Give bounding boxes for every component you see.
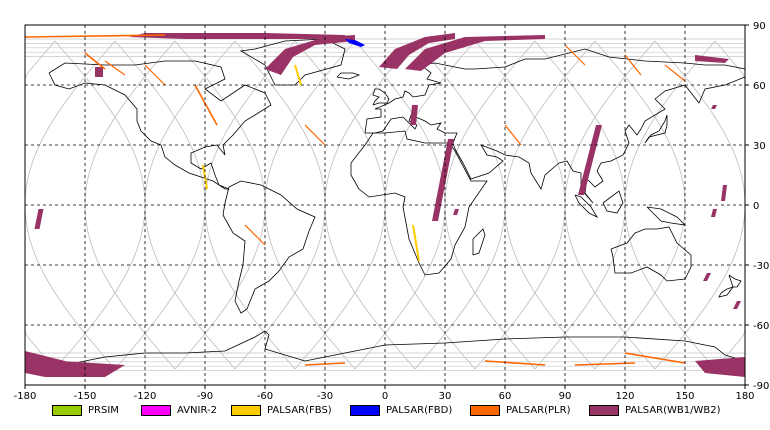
swath-wb: [695, 55, 729, 63]
coastline: [24, 330, 746, 366]
legend-item-palsar-fbs: PALSAR(FBS): [231, 403, 332, 417]
swath-plr: [624, 54, 642, 76]
legend-label: PALSAR(WB1/WB2): [625, 404, 721, 416]
y-tick-label: 0: [753, 201, 759, 212]
swath-fbs: [412, 224, 420, 262]
legend-swatch: [350, 404, 380, 416]
swath-fbs: [294, 64, 302, 86]
swath-wb: [453, 209, 459, 215]
swath-wb: [265, 35, 355, 75]
swath-plr: [624, 352, 686, 364]
coastline: [472, 228, 486, 256]
coastline: [364, 48, 746, 204]
swath-plr: [244, 224, 266, 246]
coastline: [644, 114, 668, 144]
legend-swatch: [141, 404, 171, 416]
swath-wb: [432, 139, 454, 221]
swath-wb: [711, 209, 717, 217]
legend-swatch: [231, 404, 261, 416]
y-tick-label: -90: [753, 381, 769, 392]
legend-swatch: [52, 404, 82, 416]
coastline: [350, 130, 488, 276]
x-tick-label: 180: [735, 391, 754, 400]
coastline: [610, 226, 692, 282]
legend-label: PRSIM: [88, 404, 119, 416]
coastline: [728, 274, 742, 288]
swath-wb: [721, 185, 727, 201]
legend-label: AVNIR-2: [177, 404, 217, 416]
legend-item-palsar-wb: PALSAR(WB1/WB2): [589, 403, 721, 417]
swath-wb: [405, 35, 545, 71]
coastline: [48, 60, 272, 190]
swath-wb: [733, 301, 741, 309]
legend-label: PALSAR(FBS): [267, 404, 332, 416]
x-tick-label: -120: [134, 391, 157, 400]
x-tick-label: 30: [439, 391, 452, 400]
x-tick-label: 0: [382, 391, 388, 400]
coastline: [602, 190, 624, 214]
swath-wb: [379, 33, 455, 69]
swath-wb: [703, 273, 711, 281]
swath-wb: [410, 105, 418, 125]
y-tick-label: -30: [753, 261, 769, 272]
x-tick-label: 120: [615, 391, 634, 400]
coastline: [336, 72, 361, 80]
x-tick-label: -60: [257, 391, 273, 400]
swath-wb: [711, 105, 717, 109]
coastline: [574, 194, 599, 218]
swath-plr: [564, 44, 586, 66]
legend-swatch: [470, 404, 500, 416]
x-tick-label: -90: [197, 391, 213, 400]
y-tick-label: -60: [753, 321, 769, 332]
coastline: [222, 180, 316, 314]
legend-item-palsar-plr: PALSAR(PLR): [470, 403, 570, 417]
legend-label: PALSAR(FBD): [386, 404, 453, 416]
x-tick-label: 60: [499, 391, 512, 400]
swath-plr: [104, 60, 126, 76]
y-tick-label: 30: [753, 141, 766, 152]
legend-swatch: [589, 404, 619, 416]
legend-item-avnir2: AVNIR-2: [141, 403, 217, 417]
x-tick-label: -30: [317, 391, 333, 400]
swath-plr: [664, 64, 686, 82]
longitude-tick-labels: -180 -150 -120 -90 -60 -30 0 30 60 90 120 150 180: [14, 385, 755, 400]
x-tick-label: -150: [74, 391, 97, 400]
coastline: [372, 88, 390, 106]
legend-label: PALSAR(PLR): [506, 404, 571, 416]
swath-plr: [194, 84, 218, 126]
swath-wb: [34, 209, 44, 229]
latitude-tick-labels: 90 60 30 0 -30 -60 -90: [745, 21, 769, 392]
swath-plr: [24, 34, 166, 38]
x-tick-label: 150: [675, 391, 694, 400]
swath-plr: [84, 52, 106, 70]
swath-plr: [304, 124, 326, 146]
swath-plr: [144, 64, 166, 86]
coastline: [718, 286, 735, 298]
x-tick-label: -180: [14, 391, 37, 400]
swath-wb: [95, 67, 103, 77]
y-tick-label: 60: [753, 81, 766, 92]
legend-item-palsar-fbd: PALSAR(FBD): [350, 403, 452, 417]
swath-plr: [504, 124, 522, 146]
map-canvas: -180 -150 -120 -90 -60 -30 0 30 60 90 120 150 180 90…: [14, 21, 770, 400]
swath-wb: [129, 33, 345, 39]
x-tick-label: 90: [559, 391, 572, 400]
lat-lon-grid: [25, 25, 745, 385]
coastlines: [24, 38, 746, 366]
legend-item-prism: PRSIM: [52, 403, 119, 417]
swath-wb: [578, 125, 602, 195]
swath-wb: [695, 357, 745, 377]
y-tick-label: 90: [753, 21, 766, 32]
swath-fbd: [345, 39, 365, 47]
legend: PRSIM AVNIR-2 PALSAR(FBS) PALSAR(FBD) PA…: [0, 400, 770, 422]
swath-plr: [484, 360, 546, 366]
